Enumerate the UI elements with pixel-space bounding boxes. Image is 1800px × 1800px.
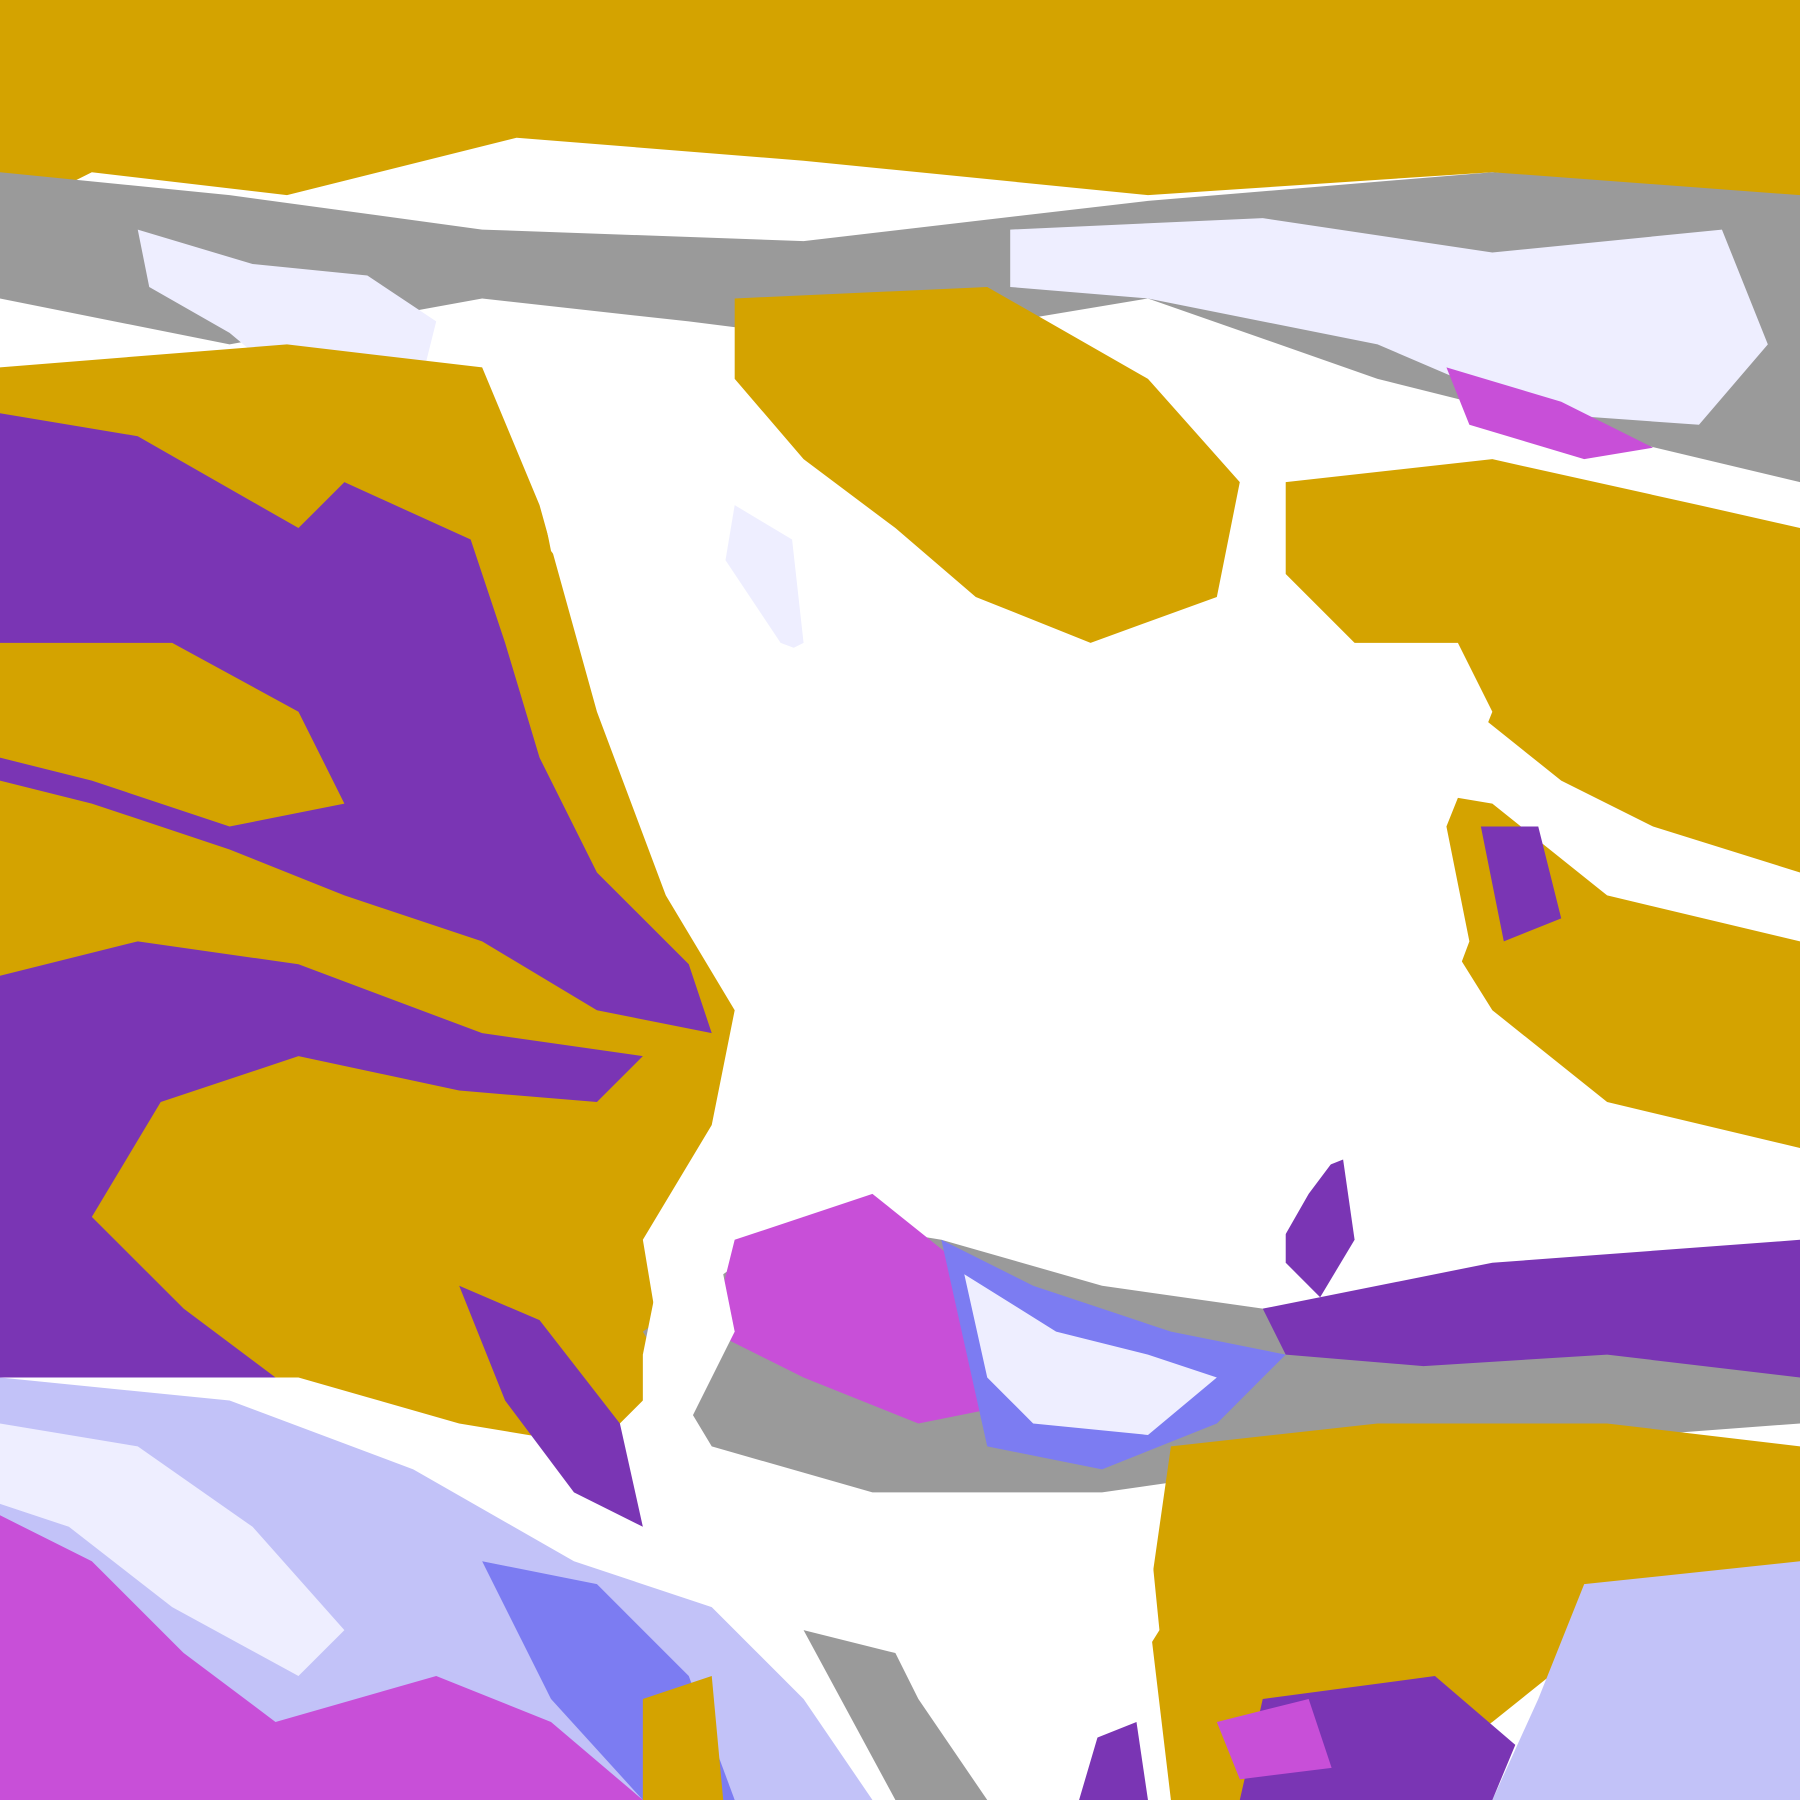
- cloud-region-pale-southeast: [1492, 1561, 1800, 1800]
- cloud-region-purple-gulf: [1262, 1239, 1800, 1378]
- clear-region-gulf-texas: [872, 1503, 1160, 1800]
- cloud-region-gold-northeast: [1285, 459, 1800, 873]
- cloud-region-purple-pacific-2: [0, 941, 643, 1378]
- cloud-region-magenta-southwest: [0, 1515, 643, 1800]
- cloud-region-magenta-northeast: [1446, 367, 1654, 460]
- cloud-region-purple-pacific-3: [459, 1285, 643, 1527]
- cloud-region-pale-southwest: [0, 1423, 345, 1677]
- cloud-region-magenta-south: [711, 1193, 1034, 1424]
- cloud-region-purple-east: [1480, 826, 1562, 942]
- cloud-region-gold-mexico: [642, 1676, 724, 1800]
- cloud-region-pale-north: [1010, 218, 1768, 425]
- cloud-region-gold-north: [0, 0, 1800, 219]
- clear-region-central: [539, 482, 1493, 1286]
- cloud-region-gold-central-north: [734, 286, 1240, 643]
- cloud-region-gold-pacific-streak: [0, 642, 345, 827]
- cloud-region-magenta-southeast: [1216, 1698, 1332, 1780]
- cloud-region-purple-pacific-1: [0, 413, 712, 1034]
- clear-region-baja: [642, 1216, 735, 1447]
- cloud-region-gold-east: [1354, 780, 1800, 1148]
- cloud-region-pale-south: [964, 1274, 1217, 1435]
